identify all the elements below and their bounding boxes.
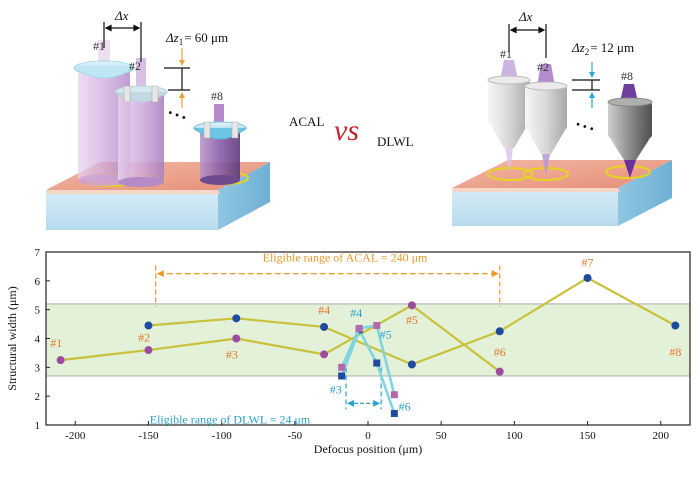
acal-range-arrowhead-right	[491, 270, 499, 278]
eligible-band	[45, 303, 691, 377]
data-point-dlwl_b	[338, 363, 346, 371]
data-point-acal_a	[583, 273, 592, 282]
setup-left-label-1: #1	[93, 39, 105, 53]
dlwl-range-arrowhead-left	[347, 399, 355, 407]
x-tick-label: -100	[212, 430, 233, 442]
y-tick-label: 3	[35, 362, 41, 374]
series-line-acal_b	[60, 304, 501, 373]
x-tick-label: 50	[436, 430, 448, 442]
acal-point-label: #6	[494, 345, 506, 359]
x-tick-label: 100	[506, 430, 523, 442]
setup-left-label-8: #8	[211, 89, 223, 103]
structural-width-chart: -200 -150 -100 -50 0 50 100 150 200 1 2 3 4 5 6 7 Elig…	[5, 247, 691, 456]
y-tick-label: 4	[35, 334, 41, 346]
acal-point-label: #4	[318, 303, 330, 317]
dlwl-range-label: Eligible range of DLWL = 24 μm	[150, 412, 311, 426]
delta-z-indicator-left	[164, 48, 190, 108]
delta-x-indicator-left	[103, 22, 142, 62]
x-axis: -200 -150 -100 -50 0 50 100 150 200	[65, 421, 669, 442]
data-point-dlwl_b	[390, 391, 398, 399]
acal-point-label: #5	[406, 313, 418, 327]
data-point-acal_a	[232, 314, 241, 323]
dots-right: • • •	[574, 117, 596, 136]
x-tick-label: 200	[652, 430, 669, 442]
lens-column-8	[193, 104, 247, 185]
data-point-acal_b	[144, 346, 153, 355]
series-line-dlwl_a	[340, 326, 396, 414]
acal-point-label: #3	[226, 348, 238, 362]
data-point-acal_b	[56, 356, 65, 365]
dlwl-label: DLWL	[377, 134, 414, 149]
data-point-dlwl_a	[390, 409, 398, 417]
setup-right-label-8: #8	[621, 69, 633, 83]
acal-setup-illustration: Δx Δz1= 60 μm • • • #1 #2 #8	[46, 8, 270, 230]
dlwl-point-label: #4	[350, 306, 362, 320]
data-point-acal_b	[320, 350, 329, 359]
data-point-acal_a	[671, 321, 680, 330]
x-tick-label: -50	[287, 430, 302, 442]
x-tick-label: 0	[365, 430, 371, 442]
setup-right-label-1: #1	[500, 47, 512, 61]
x-tick-label: 150	[579, 430, 596, 442]
setup-right-label-2: #2	[537, 60, 549, 74]
data-point-acal_a	[320, 322, 329, 331]
delta-x-label-left: Δx	[114, 8, 129, 23]
delta-z-label-right: Δz2= 12 μm	[571, 40, 634, 57]
data-point-acal_b	[407, 301, 416, 310]
data-point-dlwl_a	[373, 359, 381, 367]
data-point-acal_a	[144, 321, 153, 330]
x-tick-label: -150	[138, 430, 159, 442]
delta-x-indicator-right	[508, 24, 547, 58]
acal-range-label: Eligible range of ACAL = 240 μm	[263, 251, 428, 265]
y-tick-label: 2	[35, 391, 41, 403]
dlwl-point-label: #6	[399, 400, 411, 414]
x-axis-title: Defocus position (μm)	[314, 442, 422, 456]
acal-point-label: #1	[50, 336, 62, 350]
laser-nozzle-2	[524, 64, 568, 176]
eligible-ranges: Eligible range of ACAL = 240 μm Eligible …	[150, 251, 501, 426]
data-point-acal_a	[495, 327, 504, 336]
y-axis: 1 2 3 4 5 6 7	[35, 247, 50, 432]
series-line-dlwl_b	[340, 324, 396, 396]
laser-nozzle-1	[487, 60, 531, 172]
comparison-title: ACAL vs DLWL	[289, 114, 414, 149]
y-tick-label: 6	[35, 276, 41, 288]
y-axis-title: Structural width (μm)	[5, 286, 19, 390]
data-point-dlwl_b	[355, 324, 363, 332]
data-point-dlwl_a	[338, 372, 346, 380]
y-tick-label: 1	[35, 420, 41, 432]
dlwl-point-label: #3	[330, 382, 342, 396]
laser-nozzle-8	[607, 84, 653, 178]
x-tick-label: -200	[65, 430, 86, 442]
acal-point-label: #7	[582, 255, 594, 269]
setup-left-label-2: #2	[129, 59, 141, 73]
delta-z-indicator-right	[572, 62, 600, 108]
dots-left: • • •	[166, 105, 188, 125]
data-point-acal_b	[232, 334, 241, 343]
y-tick-label: 7	[35, 247, 41, 259]
acal-range-arrowhead-left	[156, 270, 164, 278]
acal-label: ACAL	[289, 114, 324, 129]
y-tick-label: 5	[35, 305, 41, 317]
dlwl-setup-illustration: Δx Δz2= 12 μm • • • #1 #2 #8	[452, 9, 672, 226]
data-point-dlwl_b	[373, 322, 381, 330]
acal-point-label: #2	[138, 330, 150, 344]
series-layer	[56, 273, 680, 417]
delta-z-label-left: Δz1= 60 μm	[165, 30, 228, 47]
dlwl-range-arrowhead-right	[373, 399, 381, 407]
delta-x-label-right: Δx	[518, 9, 533, 24]
dlwl-point-label: #5	[380, 328, 392, 342]
substrate-slab	[452, 160, 672, 226]
lens-column-2	[114, 58, 168, 187]
acal-point-label: #8	[669, 345, 681, 359]
data-point-acal_b	[495, 367, 504, 376]
point-labels: #1 #2 #3 #4 #5 #6 #7 #8 #3 #4 #5 #6	[50, 255, 681, 413]
data-point-acal_a	[407, 360, 416, 369]
vs-label: vs	[334, 114, 359, 147]
